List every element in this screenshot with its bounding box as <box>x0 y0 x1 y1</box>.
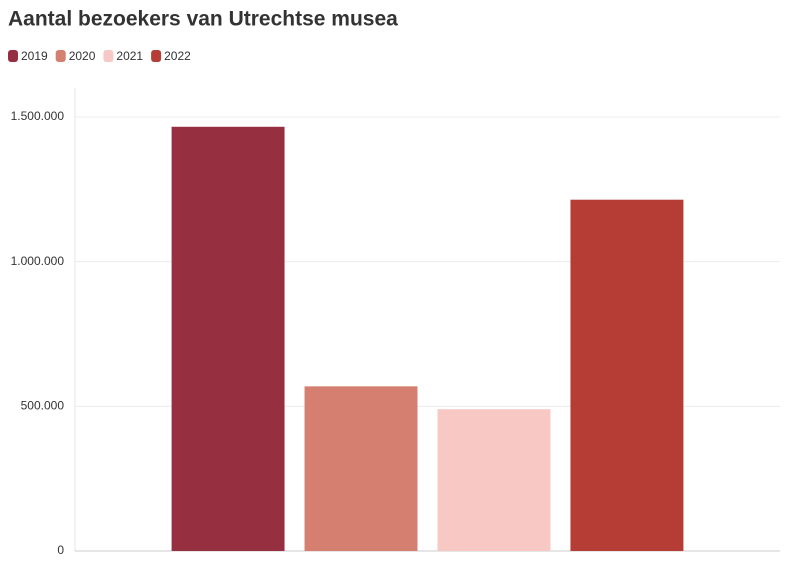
y-tick-label: 1.000.000 <box>11 254 65 268</box>
legend-label: 2021 <box>116 49 143 63</box>
legend-swatch <box>55 50 66 62</box>
legend-swatch <box>151 50 162 62</box>
chart-title: Aantal bezoekers van Utrechtse musea <box>8 8 398 31</box>
y-tick-label: 500.000 <box>21 398 65 412</box>
y-tick-label: 1.500.000 <box>11 109 65 123</box>
y-tick-label: 0 <box>57 543 64 557</box>
bar <box>570 199 684 552</box>
bar <box>304 386 418 551</box>
legend-label: 2020 <box>69 49 96 63</box>
legend-label: 2019 <box>21 49 48 63</box>
bar <box>171 126 285 552</box>
legend-swatch <box>103 50 114 62</box>
legend-label: 2022 <box>164 49 191 63</box>
bar <box>437 409 551 551</box>
legend-swatch <box>8 50 18 62</box>
